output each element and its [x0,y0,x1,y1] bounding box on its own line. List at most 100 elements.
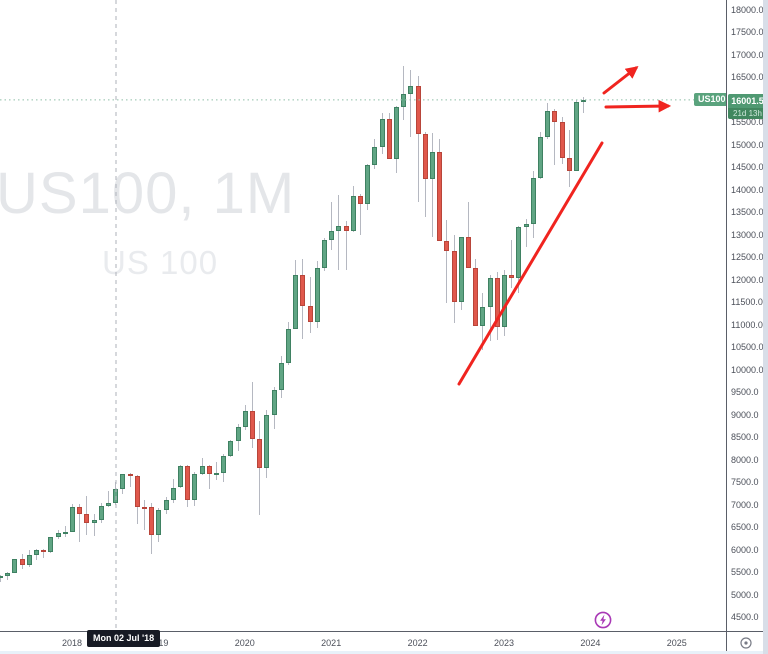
price-tick-label: 10500.0 [731,342,764,353]
economic-event-marker[interactable] [594,611,612,629]
candle-body [41,550,46,552]
price-tick-label: 8500.0 [731,432,759,443]
candle-body [365,164,370,204]
right-arrow[interactable] [604,99,672,113]
candle-body [228,441,233,457]
candle-body [581,99,586,103]
candle-body [394,106,399,159]
price-tick-label: 17500.0 [731,27,764,38]
candle-body [344,226,349,231]
price-tick-label: 7500.0 [731,477,759,488]
year-tick-label: 2020 [234,638,255,648]
candle-body [120,474,125,490]
candle-body [538,136,543,179]
candle-body [423,134,428,180]
candle-wick [446,219,447,303]
candle-body [380,118,385,147]
axis-settings-corner[interactable] [726,631,768,654]
candle-body [322,239,327,268]
candle-body [315,267,320,323]
last-price-value: 16001.5 [728,93,767,108]
candle-wick [7,572,8,580]
candle-body [545,111,550,137]
candle-body [56,533,61,537]
candle-wick [130,473,131,488]
last-price-badge: 16001.5 21d 13h [728,93,767,119]
candle-body [452,251,457,303]
candle-body [135,476,140,507]
candle-body [372,146,377,165]
price-tick-label: 6500.0 [731,522,759,533]
candle-wick [490,274,491,342]
candle-wick [338,195,339,271]
candle-wick [144,499,145,530]
candle-body [178,465,183,488]
candle-body [509,275,514,278]
price-tick-label: 11500.0 [731,297,763,308]
candle-wick [310,276,311,333]
price-tick-label: 6000.0 [731,544,759,555]
candle-body [531,178,536,224]
target-circle-icon [740,637,752,649]
candle-body [408,85,413,94]
candle-body [84,513,89,524]
candle-body [495,278,500,328]
candle-body [207,466,212,474]
candle-body [336,226,341,231]
candle-wick [346,220,347,271]
candle-body [473,267,478,327]
candle-body [128,474,133,477]
candle-body [279,362,284,390]
price-tick-label: 15500.0 [731,117,764,128]
candle-wick [108,490,109,507]
candle-body [48,536,53,552]
candle-wick [79,503,80,543]
candle-body [12,559,17,573]
candle-body [70,506,75,532]
lightning-icon [594,611,612,629]
candle-body [192,474,197,500]
price-tick-label: 12000.0 [731,274,764,285]
candle-wick [468,202,469,267]
candle-body [185,465,190,500]
candle-body [257,438,262,468]
candle-body [92,519,97,524]
price-tick-label: 15000.0 [731,139,764,150]
price-tick-label: 10000.0 [731,364,764,375]
year-tick-label: 2022 [407,638,428,648]
candle-wick [418,76,419,203]
candle-wick [526,219,527,248]
price-tick-label: 11000.0 [731,319,763,330]
up-arrow[interactable] [602,66,639,95]
bar-close-countdown: 21d 13h [728,107,767,119]
candle-body [149,507,154,535]
candle-wick [259,421,260,515]
price-axis[interactable]: 18000.017500.017000.016500.016000.015500… [726,0,768,654]
chart-pane[interactable]: US100, 1M US 100 US100 [0,0,726,631]
year-tick-label: 2024 [580,638,601,648]
candle-body [351,196,356,231]
candle-wick [583,97,584,114]
candle-body [358,196,363,204]
candle-body [236,426,241,442]
crosshair-date-tooltip: Mon 02 Jul '18 [87,630,161,647]
candle-body [480,306,485,327]
candle-body [250,411,255,439]
price-tick-label: 17000.0 [731,49,764,60]
year-tick-label: 2025 [666,638,687,648]
price-tick-label: 16500.0 [731,72,764,83]
candle-body [214,473,219,476]
candle-body [387,118,392,159]
candle-body [437,152,442,241]
drawings-overlay [0,0,726,631]
candle-wick [511,240,512,289]
candle-body [574,102,579,172]
candle-body [77,506,82,514]
price-tick-label: 5500.0 [731,567,759,578]
candle-wick [432,132,433,238]
candle-body [63,531,68,534]
trend-line[interactable] [457,141,604,386]
candle-body [444,240,449,251]
candle-body [171,487,176,501]
price-tick-label: 9500.0 [731,387,759,398]
